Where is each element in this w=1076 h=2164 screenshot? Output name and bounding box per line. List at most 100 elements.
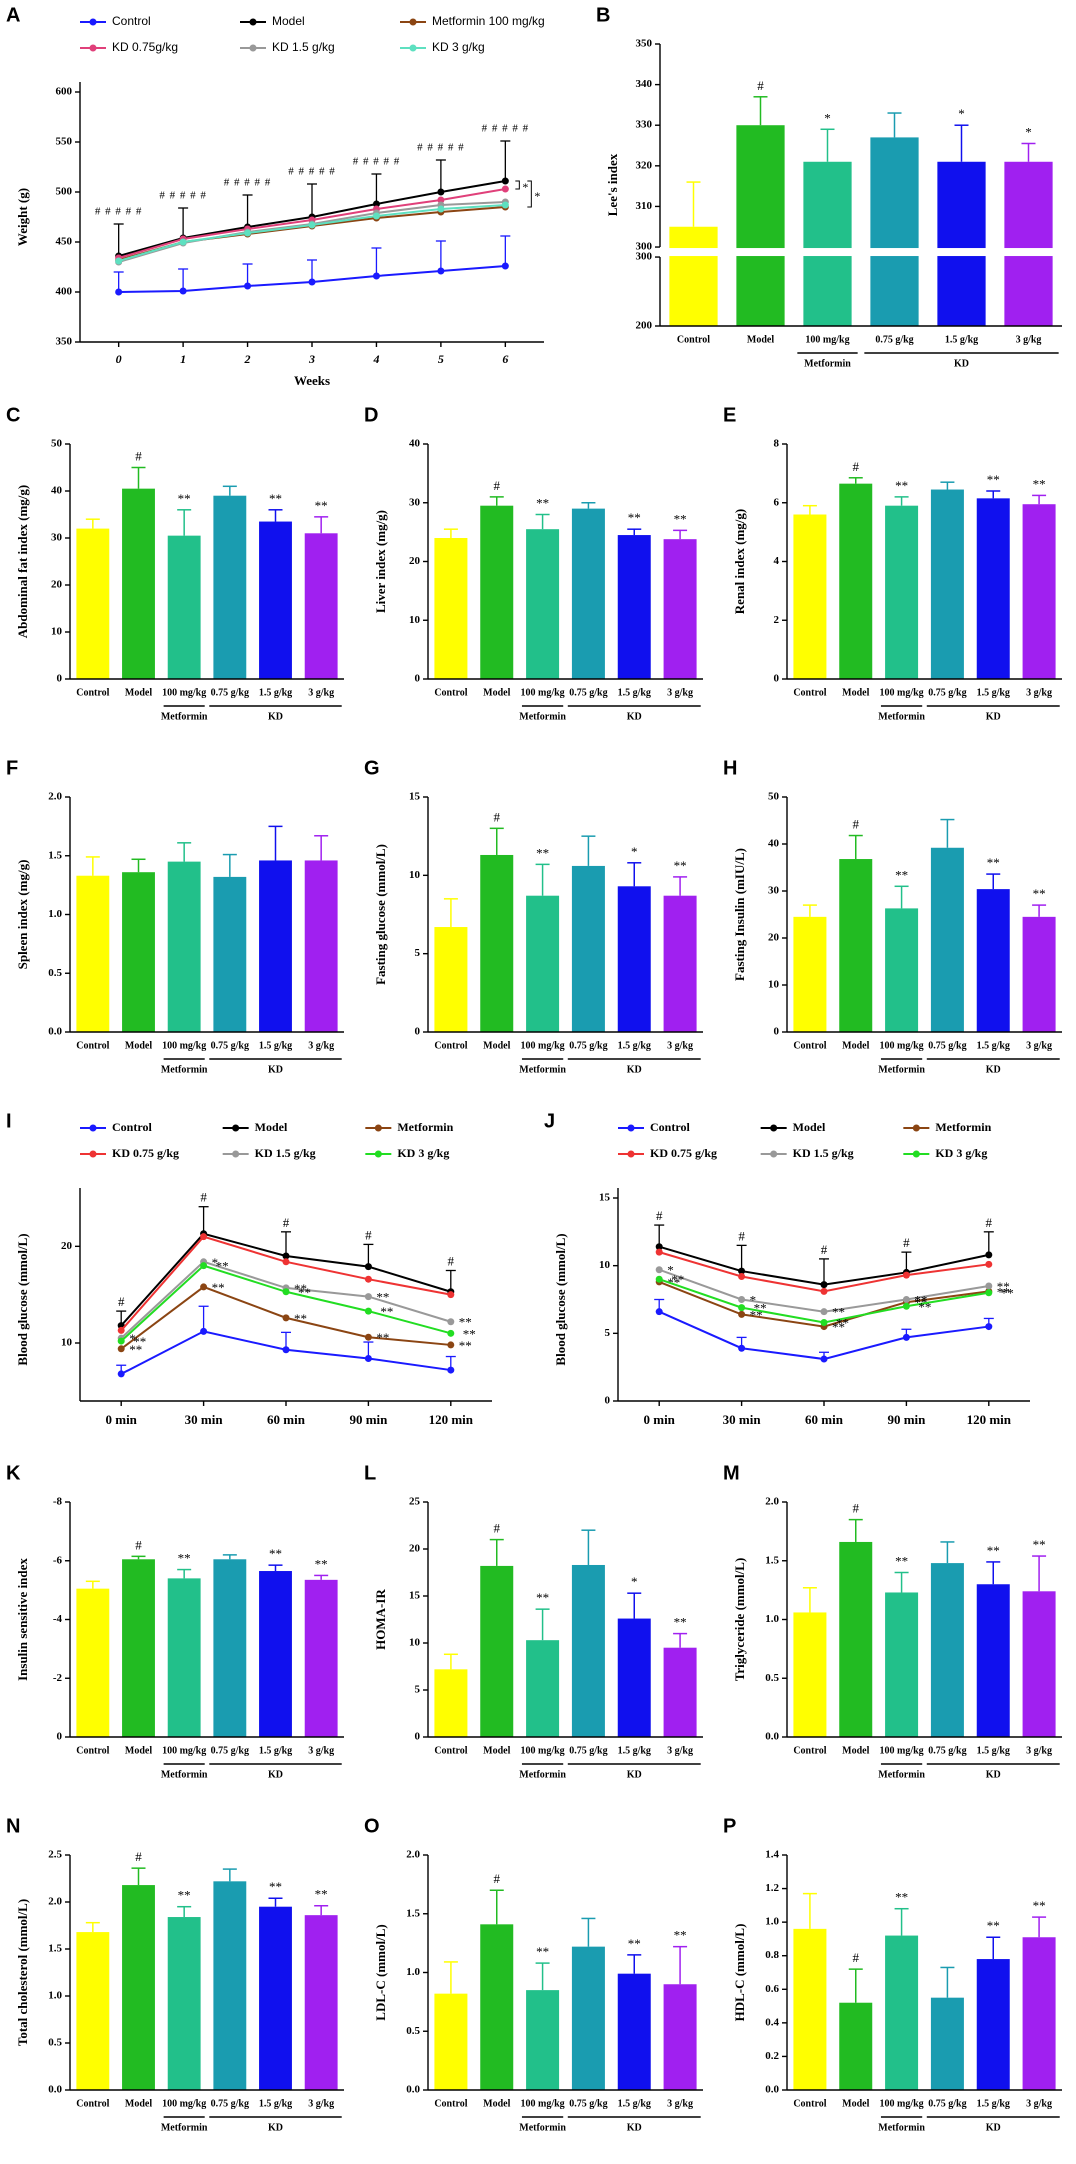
data-point — [364, 1354, 372, 1362]
data-point — [501, 262, 509, 270]
significance-label: # — [494, 478, 501, 493]
y-tick-label: 1.5 — [48, 1943, 62, 1955]
x-tick-label: 1.5 g/kg — [977, 2098, 1010, 2109]
bar — [976, 1959, 1010, 2090]
x-tick-label: 2 — [244, 352, 251, 366]
bar — [937, 161, 986, 326]
bar — [669, 226, 718, 326]
x-tick-label: 0 min — [105, 1412, 137, 1427]
data-point — [115, 257, 123, 265]
significance-label: ** — [628, 510, 641, 525]
y-tick-label: 5 — [605, 1327, 611, 1339]
bar — [304, 860, 338, 1032]
x-tick-label: 0.75 g/kg — [569, 1745, 607, 1756]
significance-label: # # # # # — [288, 166, 336, 178]
x-tick-label: 100 mg/kg — [162, 1040, 206, 1051]
significance-label: ** — [463, 1326, 476, 1341]
group-label: Metformin — [519, 711, 566, 722]
axis-break — [652, 248, 1064, 257]
y-tick-label: 450 — [56, 236, 73, 248]
legend-marker — [912, 1150, 920, 1158]
significance-label: ** — [376, 1330, 389, 1345]
data-point — [282, 1314, 290, 1322]
x-tick-label: 1 — [180, 352, 186, 366]
significance-label: ** — [376, 1290, 389, 1305]
x-axis-label: Weeks — [294, 373, 330, 388]
significance-label: # # # # # — [417, 142, 465, 154]
x-tick-label: Control — [793, 1040, 826, 1051]
bar — [1022, 1937, 1056, 2090]
x-tick-label: 3 — [308, 352, 315, 366]
y-tick-label: 1.0 — [48, 1990, 62, 2002]
bracket — [527, 180, 532, 208]
x-tick-label: 90 min — [349, 1412, 388, 1427]
x-tick-label: 3 g/kg — [667, 687, 693, 698]
panel-label: G — [364, 757, 380, 779]
data-point — [820, 1308, 828, 1316]
data-point — [364, 1293, 372, 1301]
y-tick-label: 2.0 — [765, 1496, 779, 1508]
data-point — [501, 201, 509, 209]
x-tick-label: 100 mg/kg — [162, 2098, 206, 2109]
y-tick-label: 10 — [409, 614, 421, 626]
panel-label: K — [6, 1462, 21, 1484]
panel-label: O — [364, 1815, 380, 1837]
legend-marker — [409, 44, 417, 52]
x-tick-label: 120 min — [967, 1412, 1012, 1427]
bar — [122, 872, 155, 1032]
x-tick-label: 100 mg/kg — [879, 1745, 923, 1756]
significance-label: # — [853, 1501, 860, 1516]
data-point — [372, 272, 380, 280]
data-point — [501, 185, 509, 193]
bar — [930, 489, 964, 679]
x-tick-label: Model — [125, 1745, 152, 1756]
y-tick-label: 300 — [636, 241, 653, 253]
group-label: KD — [268, 2122, 283, 2133]
x-tick-label: 1.5 g/kg — [259, 687, 292, 698]
y-tick-label: 2.0 — [48, 791, 62, 803]
significance-label: * — [750, 1292, 757, 1307]
data-point — [985, 1260, 993, 1268]
bar — [213, 495, 247, 679]
y-tick-label: -2 — [53, 1672, 63, 1684]
significance-label: ** — [1033, 476, 1046, 491]
data-point — [364, 1263, 372, 1271]
significance-label: # — [448, 1253, 455, 1268]
y-tick-label: 5 — [415, 947, 421, 959]
group-label: KD — [627, 711, 642, 722]
y-tick-label: 20 — [768, 932, 780, 944]
legend-label: KD 0.75g/kg — [112, 40, 178, 54]
x-tick-label: 1.5 g/kg — [977, 1745, 1010, 1756]
bar — [76, 875, 110, 1032]
significance-label: ** — [269, 1546, 282, 1561]
x-tick-label: Model — [483, 2098, 510, 2109]
y-axis-label: Liver index (mg/g) — [373, 510, 388, 613]
data-point — [282, 1346, 290, 1354]
y-axis-label: Insulin sensitive index — [15, 1558, 30, 1681]
y-tick-label: 20 — [409, 1543, 421, 1555]
significance-label: ** — [269, 1879, 282, 1894]
legend-label: Control — [112, 1120, 152, 1134]
bar — [803, 161, 852, 326]
significance-label: # — [903, 1235, 910, 1250]
significance-label: ** — [212, 1280, 225, 1295]
group-label: Metformin — [161, 1769, 208, 1780]
bar — [434, 538, 468, 679]
data-point — [364, 1333, 372, 1341]
significance-label: ** — [315, 1887, 328, 1902]
y-tick-label: 2.5 — [48, 1849, 62, 1861]
x-tick-label: 100 mg/kg — [520, 2098, 564, 2109]
significance-label: ** — [1001, 1286, 1014, 1301]
bar — [167, 1917, 201, 2090]
significance-label: ** — [178, 1551, 191, 1566]
significance-label: ** — [1033, 1537, 1046, 1552]
significance-label: ** — [459, 1315, 472, 1330]
data-point — [200, 1283, 208, 1291]
bar — [167, 1578, 201, 1737]
y-tick-label: 300 — [636, 251, 653, 263]
significance-label: ** — [987, 855, 1000, 870]
y-tick-label: 10 — [409, 869, 421, 881]
y-tick-label: 30 — [409, 496, 421, 508]
bar — [663, 1647, 697, 1737]
bar — [122, 1885, 155, 2090]
